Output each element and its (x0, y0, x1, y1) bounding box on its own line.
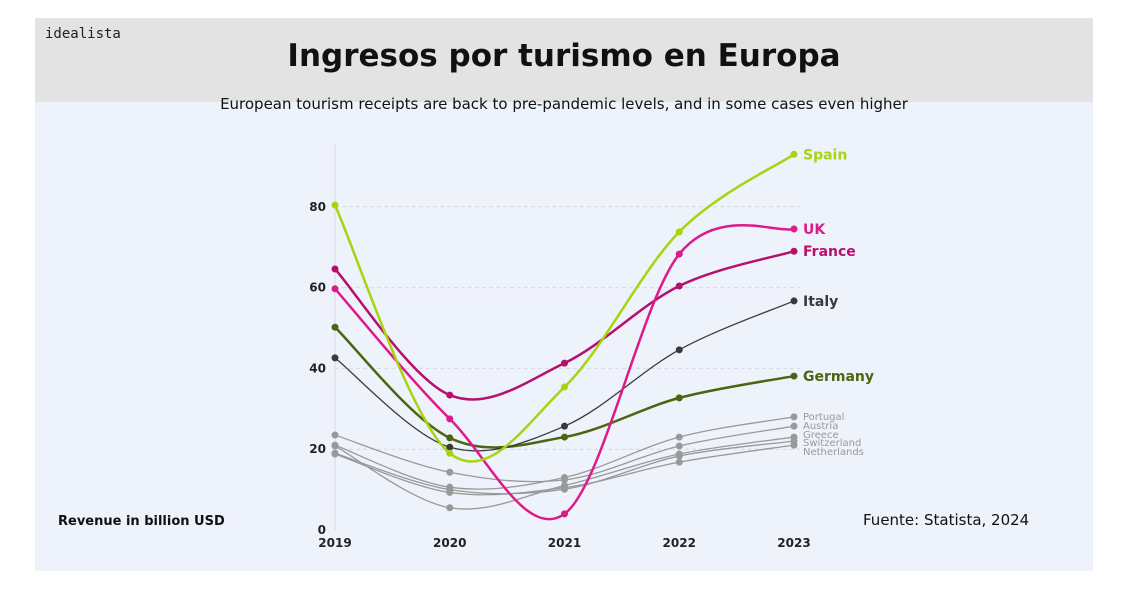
data-point-netherlands (675, 458, 683, 466)
data-point-uk (446, 415, 454, 423)
series-label-uk: UK (803, 222, 826, 238)
data-point-uk (331, 285, 339, 293)
data-point-spain (561, 383, 568, 391)
data-point-greece (790, 433, 798, 441)
series-label-germany: Germany (803, 369, 874, 385)
data-point-france (675, 282, 683, 290)
data-point-portugal (561, 473, 568, 481)
series-label-switzerland: Switzerland (803, 438, 861, 449)
data-point-greece (675, 450, 683, 458)
data-point-austria (790, 422, 798, 430)
data-point-italy (561, 422, 568, 430)
data-point-spain (675, 228, 683, 236)
y-axis-label: Revenue in billion USD (58, 514, 225, 529)
series-label-italy: Italy (803, 294, 838, 310)
source-note: Fuente: Statista, 2024 (863, 511, 1030, 529)
logo: idealista (45, 26, 121, 42)
data-point-uk (561, 510, 568, 518)
data-point-spain (790, 150, 798, 158)
chart-subtitle: European tourism receipts are back to pr… (220, 95, 908, 113)
y-tick-label: 40 (309, 361, 326, 375)
series-label-spain: Spain (803, 147, 847, 163)
data-point-portugal (790, 413, 798, 421)
x-tick-label: 2019 (318, 536, 351, 550)
data-point-italy (790, 297, 798, 305)
y-tick-label: 60 (309, 281, 326, 295)
header: idealista Ingresos por turismo en Europa (35, 18, 1093, 102)
y-tick-label: 0 (318, 523, 326, 537)
data-point-uk (790, 225, 798, 233)
data-point-portugal (331, 441, 339, 449)
data-point-germany (446, 434, 454, 442)
data-point-france (446, 391, 454, 399)
series-label-greece: Greece (803, 430, 839, 441)
data-point-italy (446, 443, 454, 451)
series-label-france: France (803, 244, 856, 260)
data-point-austria (331, 431, 339, 439)
x-tick-label: 2020 (433, 536, 466, 550)
data-point-france (561, 359, 568, 367)
data-point-uk (675, 250, 683, 258)
x-tick-label: 2021 (548, 536, 581, 550)
data-point-switzerland (331, 449, 339, 457)
data-point-italy (675, 346, 683, 354)
series-line-greece (334, 436, 795, 510)
chart-title: Ingresos por turismo en Europa (287, 38, 841, 74)
y-tick-label: 20 (309, 442, 326, 456)
data-point-greece (561, 482, 568, 490)
y-tick-label: 80 (309, 200, 326, 214)
data-point-germany (675, 394, 683, 402)
series-line-france (334, 250, 795, 401)
data-point-austria (446, 468, 454, 476)
data-point-france (790, 247, 798, 255)
series-label-austria: Austria (803, 421, 838, 432)
x-tick-label: 2023 (777, 536, 810, 550)
data-point-portugal (675, 433, 683, 441)
data-point-spain (331, 201, 339, 209)
data-point-greece (446, 504, 454, 512)
data-point-germany (331, 323, 339, 331)
data-point-germany (790, 372, 798, 380)
data-point-austria (675, 442, 683, 450)
series-line-spain (333, 153, 795, 463)
data-point-spain (446, 449, 454, 457)
series-label-portugal: Portugal (803, 412, 844, 423)
data-point-italy (331, 354, 339, 362)
x-tick-label: 2022 (663, 536, 696, 550)
series-label-netherlands: Netherlands (803, 447, 864, 458)
data-point-france (331, 265, 339, 273)
data-point-portugal (446, 483, 454, 491)
data-point-germany (561, 433, 568, 441)
